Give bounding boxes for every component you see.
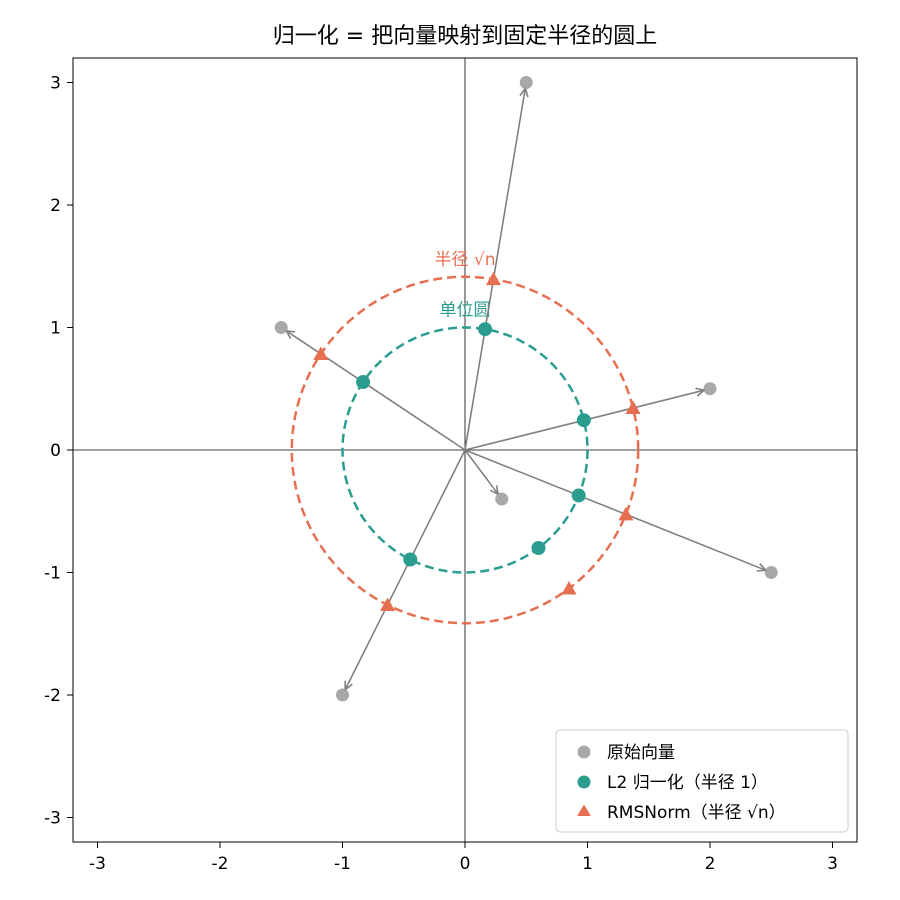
- original-vector-point: [336, 688, 349, 702]
- y-tick-label: 0: [50, 441, 61, 461]
- rmsnorm-point: [561, 581, 577, 595]
- rmsnorm-point: [625, 400, 641, 414]
- legend-marker-rmsnorm: [577, 804, 591, 816]
- original-vector-point: [764, 566, 778, 579]
- sqrt-n-circle: [290, 275, 640, 625]
- l2-normalized-point: [403, 552, 418, 567]
- plot-area: -3 -2 -1 0 1 2 3 -3 -2 -1 0 1 2 3 单位圆 半径 √n: [44, 57, 858, 874]
- l2-normalized-point: [478, 322, 493, 337]
- rmsnorm-point: [380, 597, 396, 611]
- l2-normalized-point: [356, 375, 371, 390]
- y-tick-label: 3: [50, 74, 61, 94]
- unit-circle: [341, 326, 589, 574]
- x-tick-label: -1: [334, 854, 351, 874]
- rmsnorm-point: [485, 271, 501, 286]
- y-tick-label: -3: [44, 809, 61, 829]
- x-tick-label: 2: [705, 854, 716, 874]
- chart-title: 归一化 = 把向量映射到固定半径的圆上: [273, 24, 657, 49]
- y-tick-label: -1: [44, 564, 61, 584]
- l2-normalized-point: [531, 541, 546, 555]
- y-tick-label: 2: [50, 196, 61, 216]
- vector-arrow: [464, 449, 766, 570]
- rmsnorm-point: [618, 506, 634, 521]
- original-vector-point: [519, 76, 533, 89]
- unit-circle-label: 单位圆: [440, 301, 491, 321]
- x-tick-label: -3: [89, 854, 106, 874]
- y-tick-label: 1: [50, 319, 61, 339]
- legend-box: [555, 729, 849, 833]
- x-tick-label: 1: [582, 854, 593, 874]
- x-tick-label: 3: [827, 854, 838, 874]
- legend-label-rmsnorm: RMSNorm（半径 √n）: [607, 803, 786, 823]
- vector-arrow: [286, 331, 466, 451]
- rmsnorm-point: [313, 346, 329, 360]
- legend-label-original: 原始向量: [607, 743, 675, 763]
- original-vector-point: [495, 492, 509, 506]
- vector-arrow: [464, 88, 525, 451]
- vector-arrow: [345, 449, 466, 690]
- original-vector-point: [703, 382, 717, 396]
- x-tick-label: -2: [212, 854, 229, 874]
- legend-marker-original: [577, 745, 591, 759]
- sqrt-n-circle-label: 半径 √n: [434, 250, 495, 270]
- x-tick-label: 0: [460, 854, 471, 874]
- legend: 原始向量 L2 归一化（半径 1） RMSNorm（半径 √n）: [555, 729, 849, 833]
- vector-arrow: [464, 449, 498, 494]
- legend-label-l2: L2 归一化（半径 1）: [607, 773, 768, 793]
- l2-normalized-point: [576, 413, 591, 428]
- y-tick-label: -2: [44, 686, 61, 706]
- l2-normalized-point: [571, 488, 586, 503]
- legend-marker-l2: [577, 775, 591, 789]
- original-vector-point: [274, 321, 288, 334]
